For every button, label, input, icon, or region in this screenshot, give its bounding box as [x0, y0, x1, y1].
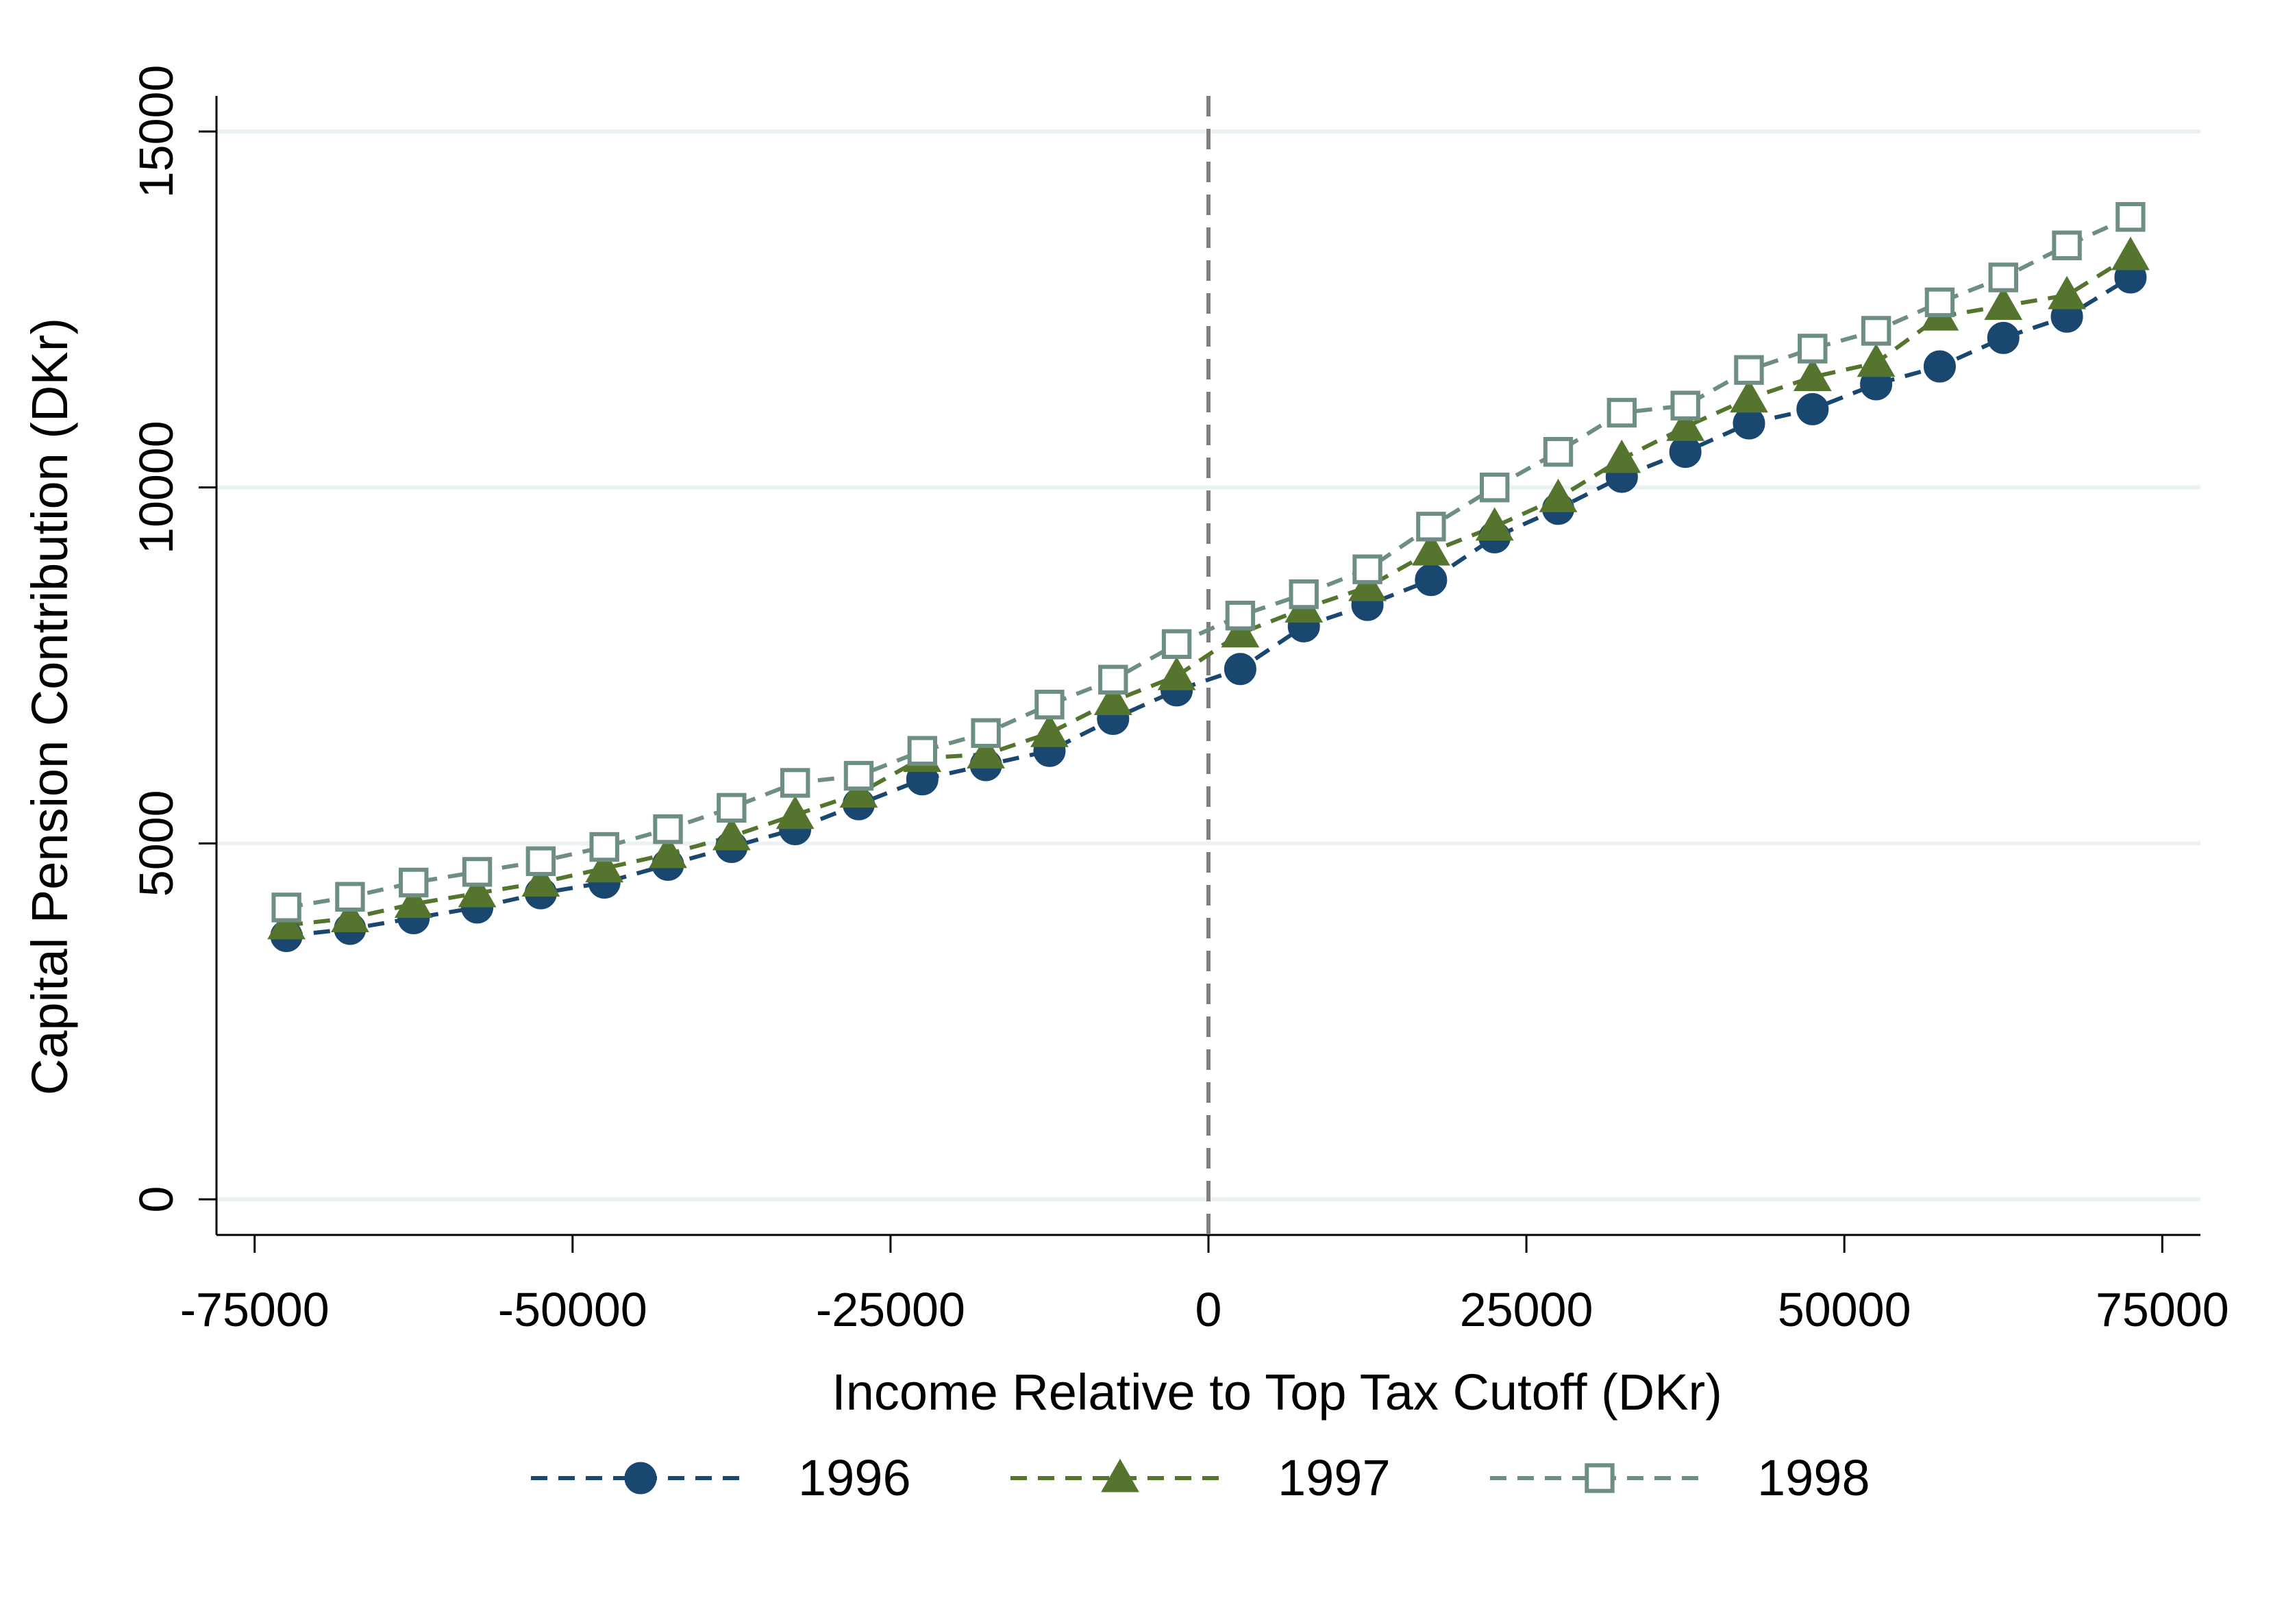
y-tick-label-5000: 5000: [129, 790, 183, 897]
data-point-1998-23: [1734, 355, 1764, 385]
series-layer: [267, 201, 2150, 952]
data-point-1998-28: [2052, 230, 2082, 260]
data-point-1998-11: [971, 718, 1001, 748]
data-point-1998-26: [1924, 287, 1955, 318]
data-point-1998-21: [1606, 397, 1637, 428]
data-point-1997-2: [394, 884, 433, 919]
data-point-1997-4: [521, 863, 560, 897]
legend-marker-1996: [624, 1462, 657, 1495]
data-point-1998-7: [717, 792, 747, 823]
data-point-1998-12: [1034, 689, 1065, 720]
legend: 1996 1997 1998: [531, 1449, 1870, 1506]
data-point-1996-22: [1669, 436, 1702, 469]
data-point-1997-12: [1030, 713, 1069, 747]
data-point-1998-27: [1988, 262, 2018, 292]
data-point-1998-1: [335, 882, 365, 912]
data-point-1998-24: [1798, 334, 1828, 364]
x-tick-label--25000: -25000: [816, 1283, 965, 1336]
data-point-1997-9: [839, 774, 878, 808]
data-point-1998-13: [1098, 664, 1128, 695]
data-point-1996-27: [1987, 321, 2020, 354]
data-point-1997-8: [775, 795, 815, 829]
data-point-1997-7: [712, 816, 751, 851]
x-axis-title: Income Relative to Top Tax Cutoff (DKr): [832, 1364, 1722, 1421]
data-point-1998-18: [1416, 512, 1446, 542]
data-point-1998-20: [1543, 436, 1574, 467]
data-point-1997-1: [331, 899, 369, 932]
data-point-1998-10: [907, 736, 938, 766]
data-point-1997-5: [585, 849, 624, 883]
y-tick-label-10000: 10000: [129, 421, 183, 554]
data-point-1997-15: [1221, 614, 1260, 648]
data-point-1998-8: [780, 768, 810, 798]
data-point-1998-6: [653, 814, 683, 845]
axis-labels: Income Relative to Top Tax Cutoff (DKr) …: [21, 318, 1722, 1421]
data-point-1997-28: [2048, 275, 2086, 310]
data-point-1997-13: [1093, 682, 1132, 715]
data-point-1998-2: [399, 867, 429, 898]
y-axis-title: Capital Pension Contribution (DKr): [21, 318, 78, 1095]
data-point-1997-18: [1411, 532, 1450, 566]
data-point-1997-11: [967, 735, 1006, 769]
legend-label-1997: 1997: [1278, 1449, 1391, 1506]
x-tick-label-75000: 75000: [2096, 1283, 2229, 1336]
y-tick-label-0: 0: [129, 1186, 183, 1213]
data-point-1997-24: [1793, 358, 1832, 392]
data-point-1996-23: [1733, 407, 1765, 440]
data-point-1998-14: [1161, 629, 1192, 660]
data-point-1998-0: [271, 892, 301, 923]
data-point-1997-3: [458, 873, 497, 908]
data-point-1997-17: [1348, 567, 1387, 601]
data-point-1998-25: [1861, 316, 1891, 346]
data-point-1996-18: [1415, 564, 1448, 597]
data-point-1996-15: [1224, 653, 1256, 686]
data-point-1997-14: [1157, 656, 1196, 690]
data-point-1998-4: [525, 846, 556, 877]
data-point-1998-9: [843, 760, 874, 791]
data-point-1998-19: [1479, 472, 1510, 503]
data-point-1997-27: [1984, 286, 2023, 321]
legend-marker-1998: [1585, 1463, 1615, 1493]
data-point-1997-19: [1475, 507, 1514, 541]
data-point-1997-6: [649, 834, 687, 869]
data-point-1998-17: [1352, 554, 1382, 584]
legend-label-1998: 1998: [1757, 1449, 1870, 1506]
data-point-1997-20: [1539, 478, 1578, 512]
data-point-1997-21: [1602, 439, 1641, 473]
data-point-1996-24: [1796, 392, 1829, 425]
x-tick-label-0: 0: [1195, 1283, 1222, 1336]
x-tick-label-25000: 25000: [1460, 1283, 1593, 1336]
data-point-1998-22: [1670, 390, 1700, 421]
data-point-1998-16: [1289, 579, 1319, 610]
data-point-1998-29: [2115, 201, 2146, 232]
legend-marker-1997: [1101, 1458, 1139, 1492]
x-tick-label--50000: -50000: [498, 1283, 647, 1336]
data-point-1997-25: [1857, 343, 1896, 377]
data-point-1997-22: [1666, 407, 1705, 441]
axes: 0 5000 10000 15000 -75000 -50000 -25000 0 25000 5…: [129, 65, 2229, 1336]
data-point-1997-0: [267, 905, 306, 940]
data-point-1998-3: [462, 857, 493, 887]
data-point-1998-5: [589, 832, 619, 862]
legend-label-1996: 1996: [798, 1449, 911, 1506]
x-tick-label--75000: -75000: [180, 1283, 330, 1336]
data-point-1998-15: [1225, 601, 1256, 631]
data-point-1997-23: [1730, 379, 1768, 413]
y-tick-label-15000: 15000: [129, 65, 183, 199]
x-tick-label-50000: 50000: [1778, 1283, 1911, 1336]
data-point-1997-29: [2111, 236, 2150, 271]
data-point-1996-26: [1923, 350, 1956, 383]
